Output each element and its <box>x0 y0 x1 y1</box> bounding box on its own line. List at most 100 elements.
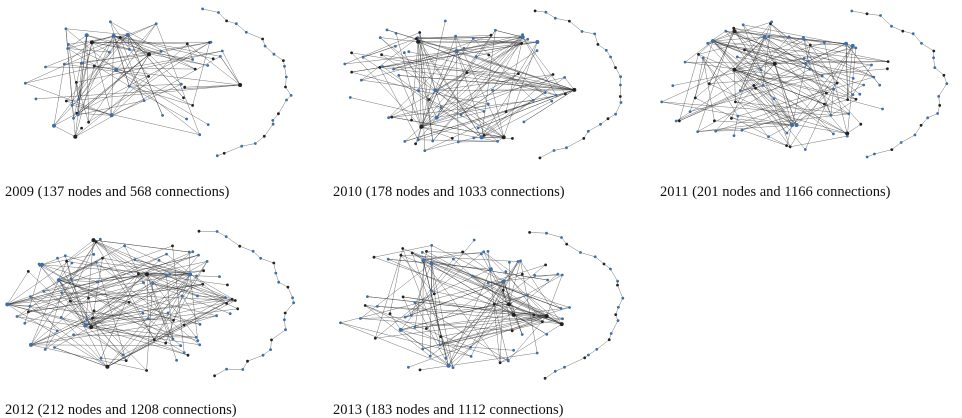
edge <box>712 40 857 100</box>
edge <box>421 36 456 127</box>
edge <box>129 83 182 87</box>
node <box>565 242 569 246</box>
node <box>52 123 56 128</box>
edge <box>423 260 501 363</box>
edge <box>456 51 459 143</box>
edge <box>85 312 143 326</box>
node <box>465 71 469 75</box>
edge <box>734 31 834 135</box>
edge <box>503 274 523 282</box>
edge <box>715 92 827 132</box>
edge <box>431 245 504 282</box>
edge <box>426 251 562 325</box>
node <box>587 353 590 357</box>
node <box>197 229 201 233</box>
edge <box>880 15 892 27</box>
node <box>452 257 455 261</box>
edge <box>415 126 422 144</box>
edge <box>65 28 128 36</box>
edge <box>698 54 735 70</box>
edge <box>65 255 86 326</box>
node <box>401 295 405 299</box>
node <box>409 313 413 317</box>
edge <box>363 38 417 58</box>
node <box>66 47 70 50</box>
edge <box>146 261 208 275</box>
node <box>734 100 737 104</box>
edge <box>685 61 775 64</box>
node <box>520 41 523 45</box>
node <box>890 148 894 152</box>
edge <box>272 113 279 121</box>
node <box>70 103 74 107</box>
edge <box>146 273 228 286</box>
edge <box>483 251 547 317</box>
node <box>738 89 742 92</box>
node <box>546 278 549 282</box>
edge <box>796 124 848 134</box>
edge <box>54 347 108 368</box>
node <box>434 115 439 120</box>
node <box>91 316 94 320</box>
node <box>560 236 563 239</box>
edge <box>740 36 790 91</box>
node <box>80 126 83 130</box>
edge <box>382 66 519 74</box>
node <box>790 123 794 128</box>
node <box>488 267 493 272</box>
edge <box>404 52 437 118</box>
edge <box>435 90 484 112</box>
edge <box>488 264 546 284</box>
node <box>543 91 547 94</box>
node <box>552 149 556 152</box>
edge <box>386 29 457 52</box>
edge <box>76 50 223 83</box>
node <box>851 77 855 80</box>
edge <box>774 63 793 126</box>
node <box>482 250 486 254</box>
node <box>942 73 946 77</box>
edge <box>847 45 853 100</box>
node <box>559 322 564 327</box>
node <box>271 119 275 122</box>
edge <box>152 283 198 297</box>
edge <box>734 21 772 70</box>
node <box>767 35 771 38</box>
edge <box>67 35 87 49</box>
node <box>461 250 464 254</box>
edge <box>851 10 868 15</box>
edge <box>483 251 562 309</box>
node <box>378 66 382 69</box>
node <box>195 274 198 278</box>
edge <box>30 344 181 346</box>
node <box>535 49 539 52</box>
node <box>498 361 502 365</box>
edge <box>93 239 148 275</box>
node <box>413 326 417 329</box>
edge <box>58 279 217 316</box>
edge <box>697 113 849 132</box>
edge <box>95 262 127 361</box>
node <box>609 267 612 271</box>
edge <box>891 142 902 150</box>
node <box>42 290 46 293</box>
edge <box>725 30 793 126</box>
edge <box>400 254 563 320</box>
node <box>501 135 506 140</box>
edge <box>913 33 922 44</box>
edge <box>866 13 881 16</box>
edge <box>411 263 432 316</box>
edge <box>78 63 83 100</box>
edge <box>569 20 583 32</box>
edge <box>852 64 872 95</box>
edge <box>597 44 607 51</box>
edge <box>241 143 256 147</box>
node <box>850 43 855 48</box>
node <box>533 274 537 277</box>
node <box>535 351 539 355</box>
edge <box>481 74 554 138</box>
edge <box>85 295 183 326</box>
node <box>674 119 678 123</box>
edge <box>58 279 102 359</box>
edge <box>404 126 422 142</box>
